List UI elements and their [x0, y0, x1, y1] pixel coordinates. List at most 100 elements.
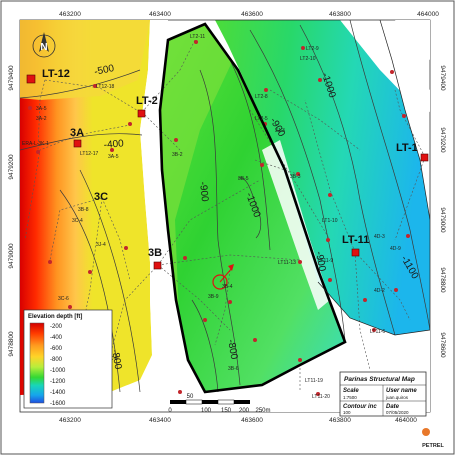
- legend-label: -400: [50, 335, 63, 341]
- scale-label: 250m: [255, 408, 270, 414]
- brand-name: PETREL: [422, 443, 444, 449]
- user-label: User name: [386, 388, 417, 394]
- x-tick-top: 463200: [59, 11, 81, 18]
- target-circle: [212, 274, 228, 290]
- contour-inc-value: 100: [343, 410, 351, 415]
- minor-well-label: 3B-2: [172, 152, 183, 158]
- contour-label: -800: [109, 349, 123, 371]
- well-label-lt-11: LT-11: [342, 234, 369, 246]
- contour-label: -900: [313, 251, 327, 273]
- x-tick-top: 464000: [417, 11, 439, 18]
- petrel-logo: PETREL: [422, 428, 444, 449]
- minor-well-label: 3C-8: [107, 356, 118, 362]
- major-well[interactable]: 3A: [70, 127, 84, 148]
- well-label-3b: 3B: [148, 247, 162, 259]
- legend-label: -1200: [50, 379, 66, 385]
- scale-label: 150: [221, 408, 232, 414]
- well-label-lt-2: LT-2: [136, 95, 158, 107]
- minor-well-label: LT2-5: [255, 116, 268, 122]
- minor-well-label: 4D-2: [374, 288, 385, 294]
- x-tick-bottom: 463800: [329, 417, 351, 424]
- minor-well-label: 3J-3: [275, 128, 285, 134]
- east-block: [215, 20, 430, 335]
- elevation-legend: Elevation depth [ft] -200 -400 -600 -800…: [23, 309, 113, 409]
- minor-well-label: LT11-9: [318, 258, 333, 264]
- scale-label: 0: [168, 408, 172, 414]
- minor-well-label: 3C-4: [72, 218, 83, 224]
- major-well[interactable]: LT-2: [136, 95, 158, 118]
- legend-label: -800: [50, 357, 63, 363]
- scale-label: 100: [201, 408, 212, 414]
- contour-label: -500: [93, 63, 115, 78]
- date-label: Date: [386, 404, 400, 410]
- contour-label: -900: [197, 181, 210, 202]
- legend-title: Elevation depth [ft]: [28, 314, 82, 320]
- user-value: juan.quiros: [385, 395, 409, 400]
- minor-well-label: 3A-5: [108, 154, 119, 160]
- legend-label: -1400: [50, 390, 66, 396]
- y-tick-right: 9479400: [439, 65, 446, 91]
- minor-well-label: 4D-3: [374, 234, 385, 240]
- major-well[interactable]: LT-11: [342, 234, 369, 257]
- minor-well-label: 3C-6: [58, 296, 69, 302]
- major-well[interactable]: LT-1: [396, 142, 429, 162]
- well-trajectories: [24, 39, 426, 392]
- target-arrow-head: [228, 264, 234, 271]
- minor-well-label: ERA-L-3K-1: [22, 141, 49, 147]
- x-tick-bottom: 463600: [241, 417, 263, 424]
- minor-well-label: 3B-9: [208, 294, 219, 300]
- x-tick-top: 463800: [329, 11, 351, 18]
- minor-well-label: 3B-4: [222, 284, 233, 290]
- major-well[interactable]: 3C: [94, 191, 108, 203]
- x-tick-bottom: 463200: [59, 417, 81, 424]
- minor-well-label: 3J-4: [96, 242, 106, 248]
- minor-well-dots: [28, 40, 410, 396]
- target-arrow: [219, 267, 233, 283]
- well-label-lt-1: LT-1: [396, 142, 418, 154]
- minor-well-label: LT12-17: [80, 151, 98, 157]
- well-label-lt-12: LT-12: [42, 68, 70, 80]
- scale-value: 1:7500: [343, 395, 357, 400]
- scale-label: 200: [239, 408, 250, 414]
- y-axis-labels-left: 9479400 9479200 9479000 9478800: [8, 65, 15, 357]
- north-yellow-zone: [20, 20, 150, 100]
- legend-label: -200: [50, 324, 63, 330]
- legend-label: -1600: [50, 401, 66, 407]
- x-axis-labels-top: 463200 463400 463600 463800 464000: [59, 11, 439, 18]
- y-tick-right: 9478600: [439, 332, 446, 358]
- minor-well-label: LT11-13: [278, 260, 296, 266]
- contour-lines: [20, 20, 430, 393]
- fault-corridor-ne: [340, 20, 430, 112]
- fault-corridor-inner: [262, 140, 330, 310]
- minor-well-label: 3B-5: [238, 176, 249, 182]
- minor-well-label: LT11-6: [370, 329, 385, 335]
- west-block: [20, 20, 152, 395]
- x-tick-top: 463400: [149, 11, 171, 18]
- north-arrow-icon: N: [32, 32, 56, 58]
- fault-gap-west: [140, 20, 195, 392]
- y-tick-left: 9478800: [8, 331, 15, 357]
- minor-well-label: LT2-8: [255, 94, 268, 100]
- y-tick-left: 9479200: [8, 154, 15, 180]
- major-well[interactable]: 3B: [148, 247, 162, 270]
- minor-well-label: 3A-2: [36, 116, 47, 122]
- minor-well-label: 4D-9: [390, 246, 401, 252]
- contour-label: -800: [225, 339, 239, 361]
- scale-label: 50: [187, 394, 194, 400]
- minor-well-label: 3B-6: [228, 366, 239, 372]
- minor-well-label: LT1-10: [322, 218, 338, 224]
- y-tick-right: 9478800: [439, 267, 446, 293]
- legend-label: -600: [50, 346, 63, 352]
- contour-label: -400: [103, 138, 124, 151]
- x-axis-labels-bottom: 463200 463400 463600 463800 464000: [59, 417, 417, 424]
- y-tick-left: 9479000: [8, 243, 15, 269]
- minor-well-label: LT2-11: [190, 34, 205, 40]
- north-letter: N: [40, 42, 47, 53]
- date-value: 07/05/2020: [386, 410, 409, 415]
- minor-well-label: 3B-8: [78, 207, 89, 213]
- major-well[interactable]: LT-12: [26, 68, 70, 84]
- minor-well-label: LT11-20: [312, 394, 330, 400]
- contour-inc-label: Contour inc: [343, 404, 377, 410]
- minor-well-label: LT12-18: [96, 84, 114, 90]
